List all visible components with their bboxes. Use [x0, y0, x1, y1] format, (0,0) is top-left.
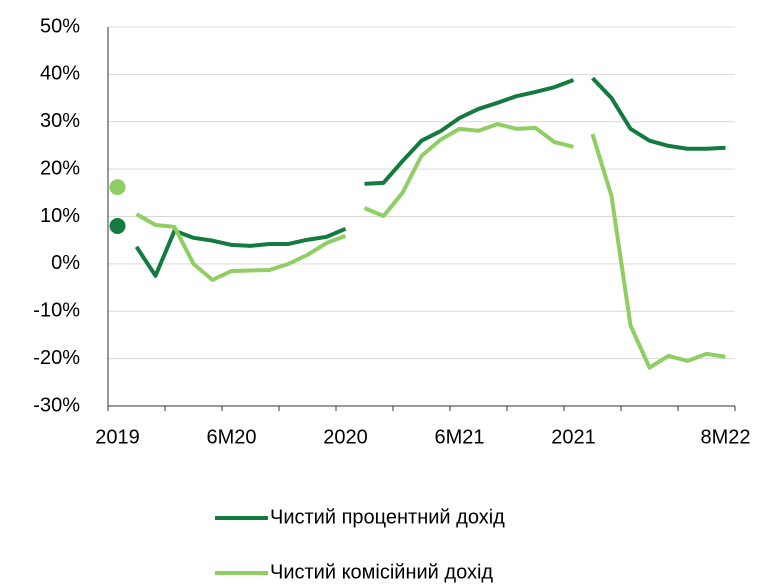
y-tick-label: 0%: [51, 252, 80, 274]
x-tick-label: 2021: [551, 426, 596, 448]
x-tick-label: 2019: [95, 426, 140, 448]
series-line: [135, 212, 347, 282]
data-point: [109, 217, 126, 234]
y-tick-label: 30%: [40, 110, 80, 132]
x-tick-label: 2020: [323, 426, 368, 448]
series-line: [590, 133, 726, 370]
series-line: [364, 78, 575, 186]
series-line: [591, 76, 726, 151]
y-tick-label: 50%: [40, 15, 80, 37]
y-tick-label: -20%: [33, 347, 80, 369]
series-line: [363, 122, 574, 219]
data-point: [109, 179, 126, 196]
legend-label: Чистий комісійний дохід: [270, 561, 493, 583]
y-tick-label: -10%: [33, 300, 80, 322]
x-tick-label: 6M21: [434, 426, 484, 448]
y-tick-label: -30%: [33, 394, 80, 416]
y-tick-label: 40%: [40, 63, 80, 85]
x-tick-label: 6M20: [206, 426, 256, 448]
y-tick-label: 20%: [40, 157, 80, 179]
series-line: [134, 226, 347, 278]
legend-label: Чистий процентний дохід: [270, 506, 505, 528]
x-tick-label: 8M22: [700, 426, 750, 448]
y-tick-label: 10%: [40, 205, 80, 227]
